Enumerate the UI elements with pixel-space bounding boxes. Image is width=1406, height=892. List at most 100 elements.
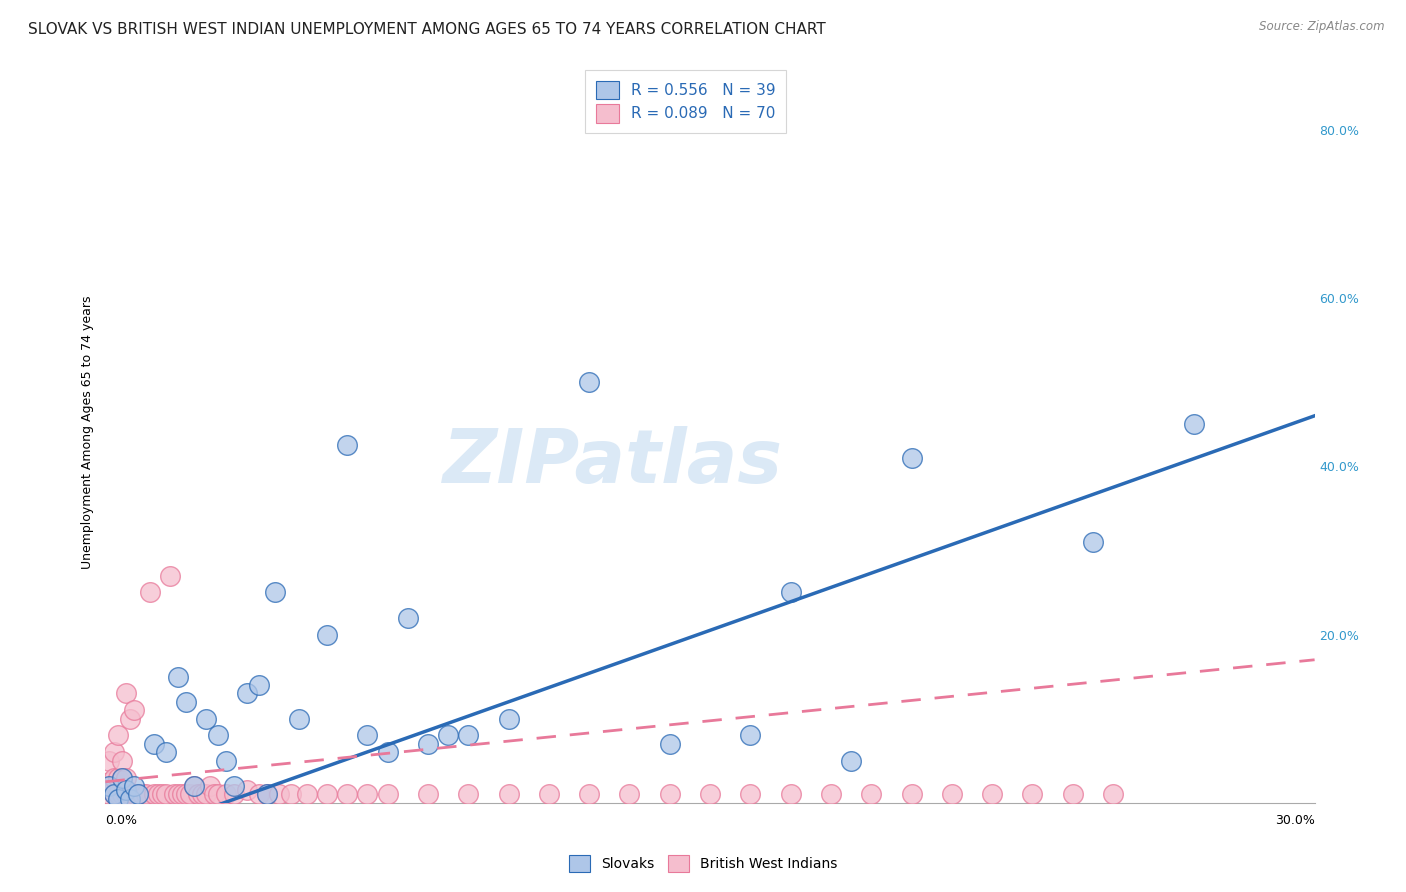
Point: [256, 788, 278, 802]
Point: [658, 788, 681, 802]
Point: [619, 788, 641, 802]
Point: [122, 788, 145, 802]
Point: [98, 754, 121, 768]
Point: [122, 779, 145, 793]
Point: [457, 729, 479, 743]
Point: [107, 788, 129, 802]
Point: [356, 788, 378, 802]
Point: [110, 771, 132, 785]
Point: [941, 788, 963, 802]
Point: [981, 788, 1004, 802]
Point: [900, 788, 922, 802]
Point: [187, 788, 209, 802]
Point: [135, 788, 157, 802]
Point: [167, 788, 190, 802]
Point: [191, 788, 214, 802]
Point: [235, 783, 257, 797]
Point: [103, 788, 125, 802]
Point: [263, 585, 285, 599]
Point: [174, 695, 197, 709]
Point: [207, 788, 229, 802]
Point: [498, 788, 520, 802]
Point: [498, 712, 520, 726]
Point: [118, 712, 141, 726]
Point: [114, 686, 136, 700]
Point: [1182, 417, 1205, 432]
Text: 0.0%: 0.0%: [105, 814, 138, 827]
Point: [183, 779, 205, 793]
Point: [900, 450, 922, 465]
Point: [170, 788, 193, 802]
Point: [224, 779, 246, 793]
Point: [215, 788, 238, 802]
Point: [578, 788, 600, 802]
Point: [356, 729, 378, 743]
Point: [179, 788, 201, 802]
Point: [127, 788, 149, 802]
Point: [114, 783, 136, 797]
Point: [316, 627, 339, 641]
Point: [195, 788, 218, 802]
Point: [202, 788, 225, 802]
Point: [155, 788, 177, 802]
Point: [114, 788, 136, 802]
Point: [336, 438, 359, 452]
Point: [174, 788, 197, 802]
Point: [295, 788, 318, 802]
Point: [131, 788, 153, 802]
Point: [110, 771, 132, 785]
Point: [110, 754, 132, 768]
Point: [155, 745, 177, 759]
Point: [820, 788, 842, 802]
Point: [1102, 788, 1125, 802]
Point: [159, 568, 181, 582]
Point: [127, 788, 149, 802]
Point: [146, 788, 169, 802]
Point: [107, 729, 129, 743]
Point: [316, 788, 339, 802]
Point: [215, 754, 238, 768]
Point: [658, 737, 681, 751]
Point: [195, 712, 218, 726]
Point: [256, 788, 278, 802]
Point: [779, 788, 801, 802]
Point: [107, 791, 129, 805]
Point: [142, 737, 165, 751]
Point: [377, 745, 399, 759]
Point: [163, 788, 186, 802]
Point: [457, 788, 479, 802]
Point: [336, 788, 359, 802]
Point: [740, 729, 762, 743]
Point: [416, 788, 439, 802]
Point: [437, 729, 460, 743]
Point: [103, 745, 125, 759]
Point: [200, 779, 222, 793]
Point: [699, 788, 721, 802]
Point: [167, 670, 190, 684]
Point: [267, 788, 290, 802]
Point: [1081, 535, 1104, 549]
Text: 30.0%: 30.0%: [1275, 814, 1315, 827]
Point: [537, 788, 560, 802]
Point: [839, 754, 862, 768]
Point: [288, 712, 311, 726]
Y-axis label: Unemployment Among Ages 65 to 74 years: Unemployment Among Ages 65 to 74 years: [82, 296, 94, 569]
Point: [207, 729, 229, 743]
Point: [98, 788, 121, 802]
Text: ZIPatlas: ZIPatlas: [443, 425, 783, 499]
Point: [103, 788, 125, 802]
Point: [779, 585, 801, 599]
Point: [107, 771, 129, 785]
Point: [150, 788, 173, 802]
Point: [139, 585, 162, 599]
Point: [396, 610, 419, 624]
Point: [103, 771, 125, 785]
Point: [377, 788, 399, 802]
Point: [578, 375, 600, 389]
Point: [183, 779, 205, 793]
Point: [860, 788, 883, 802]
Point: [142, 788, 165, 802]
Point: [114, 771, 136, 785]
Point: [280, 788, 302, 802]
Point: [118, 791, 141, 805]
